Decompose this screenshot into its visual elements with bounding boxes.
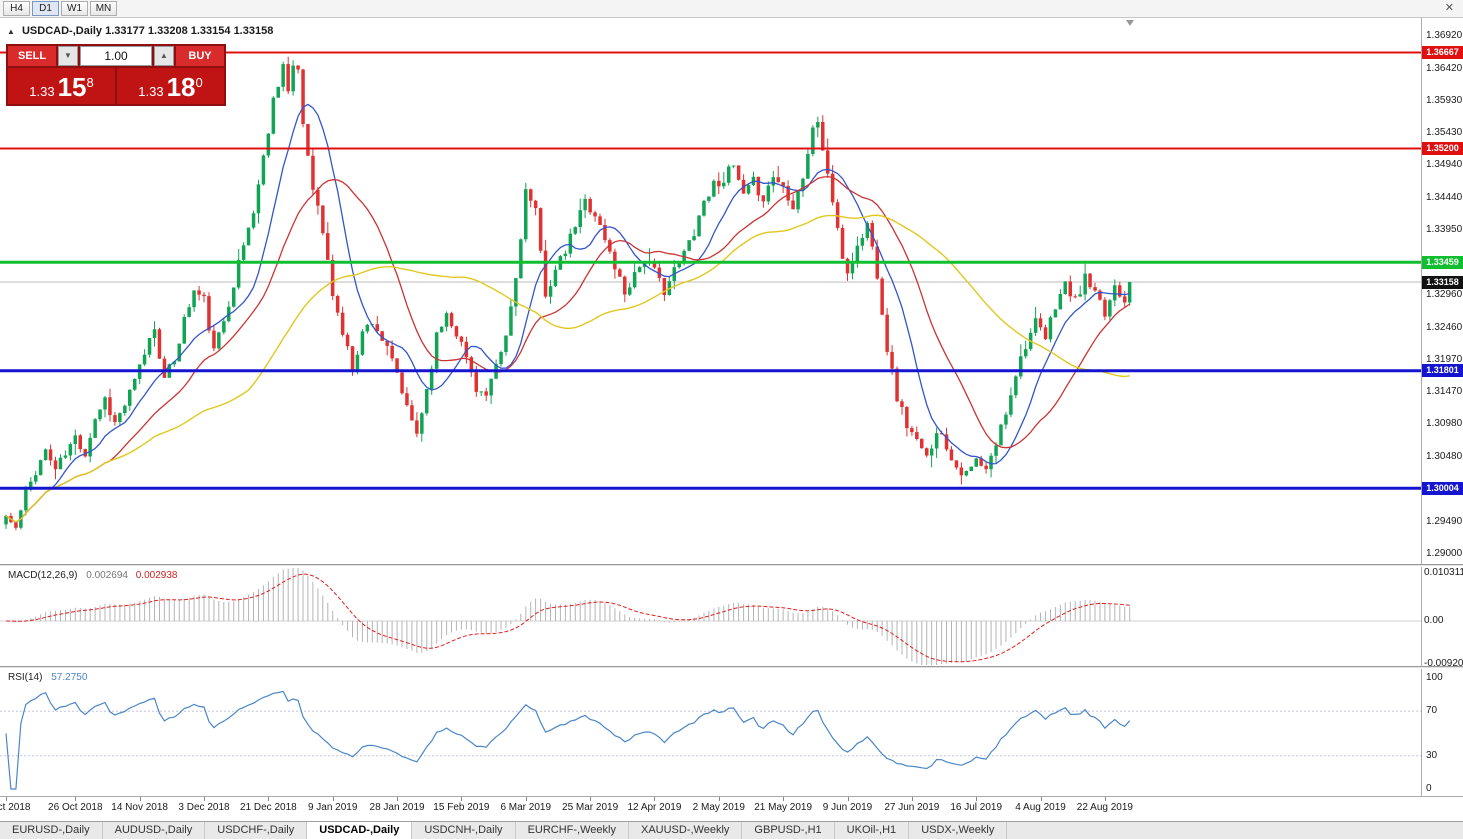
date-axis-label: 21 Dec 2018 bbox=[239, 802, 297, 813]
date-axis-tick-mark bbox=[75, 797, 77, 801]
sell-button[interactable]: SELL bbox=[8, 46, 56, 66]
buy-price-sup: 0 bbox=[195, 75, 203, 90]
chart-title-text: USDCAD-,Daily 1.33177 1.33208 1.33154 1.… bbox=[21, 25, 274, 37]
macd-indicator-label: MACD(12,26,9) 0.002694 0.002938 bbox=[8, 570, 177, 581]
timeframe-button-w1[interactable]: W1 bbox=[61, 1, 88, 16]
date-axis-tick-mark bbox=[525, 797, 527, 801]
price-scale-separator bbox=[1421, 18, 1422, 796]
one-click-trading-widget: SELL ▼ ▲ BUY 1.33 15 8 1.33 18 0 bbox=[6, 44, 226, 106]
timeframe-button-d1[interactable]: D1 bbox=[32, 1, 59, 16]
date-axis-tick-mark bbox=[268, 797, 270, 801]
date-axis-tick-mark bbox=[911, 797, 913, 801]
date-axis-tick-mark bbox=[461, 797, 463, 801]
date-axis-tick-mark bbox=[397, 797, 399, 801]
one-click-collapse-icon[interactable]: ▲ bbox=[7, 27, 15, 36]
sell-price-prefix: 1.33 bbox=[29, 84, 55, 99]
chart-tab-ukoil-h1[interactable]: UKOil-,H1 bbox=[835, 822, 910, 839]
rsi-panel-resize-separator[interactable] bbox=[0, 666, 1463, 669]
rsi-value: 57.2750 bbox=[51, 672, 88, 683]
chart-tab-usdchf-daily[interactable]: USDCHF-,Daily bbox=[205, 822, 308, 839]
date-axis-label: 25 Mar 2019 bbox=[562, 802, 619, 813]
date-axis-tick-mark bbox=[1104, 797, 1106, 801]
chart-tab-eurusd-daily[interactable]: EURUSD-,Daily bbox=[0, 822, 103, 839]
chart-tab-usdcad-daily[interactable]: USDCAD-,Daily bbox=[307, 822, 413, 839]
date-axis-label: 22 Aug 2019 bbox=[1076, 802, 1133, 813]
macd-main-value: 0.002694 bbox=[86, 570, 128, 581]
sell-price-big: 15 bbox=[57, 72, 87, 102]
date-axis-tick-mark bbox=[1040, 797, 1042, 801]
date-axis-label: 28 Jan 2019 bbox=[369, 802, 425, 813]
date-axis-tick-mark bbox=[847, 797, 849, 801]
date-axis-label: 3 Dec 2018 bbox=[178, 802, 230, 813]
chart-tab-gbpusd-h1[interactable]: GBPUSD-,H1 bbox=[742, 822, 835, 839]
buy-button[interactable]: BUY bbox=[176, 46, 224, 66]
date-axis-label: 8 Oct 2018 bbox=[0, 802, 31, 813]
buy-price-big: 18 bbox=[166, 72, 196, 102]
date-axis-tick-mark bbox=[332, 797, 334, 801]
date-axis-label: 26 Oct 2018 bbox=[48, 802, 103, 813]
macd-panel-resize-separator[interactable] bbox=[0, 564, 1463, 567]
date-axis-label: 14 Nov 2018 bbox=[111, 802, 168, 813]
macd-name: MACD(12,26,9) bbox=[8, 570, 78, 581]
rsi-indicator-label: RSI(14) 57.2750 bbox=[8, 672, 87, 683]
volume-decrease-button[interactable]: ▼ bbox=[58, 46, 78, 66]
buy-price-prefix: 1.33 bbox=[138, 84, 164, 99]
sell-price-panel[interactable]: 1.33 15 8 bbox=[8, 68, 115, 104]
sell-price-sup: 8 bbox=[86, 75, 94, 90]
chart-tab-usdcnh-daily[interactable]: USDCNH-,Daily bbox=[412, 822, 516, 839]
buy-price-panel[interactable]: 1.33 18 0 bbox=[117, 68, 224, 104]
date-axis-label: 9 Jun 2019 bbox=[822, 802, 873, 813]
timeframe-button-mn[interactable]: MN bbox=[90, 1, 117, 16]
toolbar-close-icon[interactable]: ✕ bbox=[1444, 2, 1454, 14]
date-axis[interactable]: 8 Oct 2018 26 Oct 2018 14 Nov 2018 3 Dec 20… bbox=[0, 796, 1463, 821]
date-axis-tick-mark bbox=[6, 797, 7, 801]
chart-tab-audusd-daily[interactable]: AUDUSD-,Daily bbox=[103, 822, 206, 839]
date-axis-label: 2 May 2019 bbox=[692, 802, 745, 813]
date-axis-tick-mark bbox=[590, 797, 592, 801]
date-axis-tick-mark bbox=[718, 797, 720, 801]
timeframe-toolbar: H4 D1 W1 MN ✕ bbox=[0, 0, 1463, 18]
chart-title: ▲ USDCAD-,Daily 1.33177 1.33208 1.33154 … bbox=[7, 25, 273, 37]
chart-tab-xauusd-weekly[interactable]: XAUUSD-,Weekly bbox=[629, 822, 743, 839]
date-axis-label: 9 Jan 2019 bbox=[307, 802, 358, 813]
timeframe-button-group: H4 D1 W1 MN bbox=[3, 1, 119, 16]
volume-input[interactable] bbox=[80, 46, 152, 66]
date-axis-label: 16 Jul 2019 bbox=[950, 802, 1003, 813]
volume-increase-button[interactable]: ▲ bbox=[154, 46, 174, 66]
chart-tab-eurchf-weekly[interactable]: EURCHF-,Weekly bbox=[516, 822, 629, 839]
date-axis-label: 21 May 2019 bbox=[754, 802, 813, 813]
date-axis-tick-mark bbox=[783, 797, 785, 801]
date-axis-label: 15 Feb 2019 bbox=[433, 802, 490, 813]
timeframe-button-h4[interactable]: H4 bbox=[3, 1, 30, 16]
rsi-name: RSI(14) bbox=[8, 672, 43, 683]
date-axis-tick-mark bbox=[976, 797, 978, 801]
chart-tab-usdx-weekly[interactable]: USDX-,Weekly bbox=[909, 822, 1008, 839]
date-axis-tick-mark bbox=[204, 797, 205, 801]
date-axis-tick-mark bbox=[654, 797, 656, 801]
macd-signal-value: 0.002938 bbox=[135, 570, 178, 581]
date-axis-label: 12 Apr 2019 bbox=[627, 802, 682, 813]
date-axis-label: 4 Aug 2019 bbox=[1015, 802, 1066, 813]
date-axis-label: 27 Jun 2019 bbox=[884, 802, 940, 813]
date-axis-label: 6 Mar 2019 bbox=[500, 802, 552, 813]
date-axis-tick-mark bbox=[139, 797, 141, 801]
chart-tab-bar: EURUSD-,Daily AUDUSD-,Daily USDCHF-,Daily U… bbox=[0, 821, 1463, 839]
